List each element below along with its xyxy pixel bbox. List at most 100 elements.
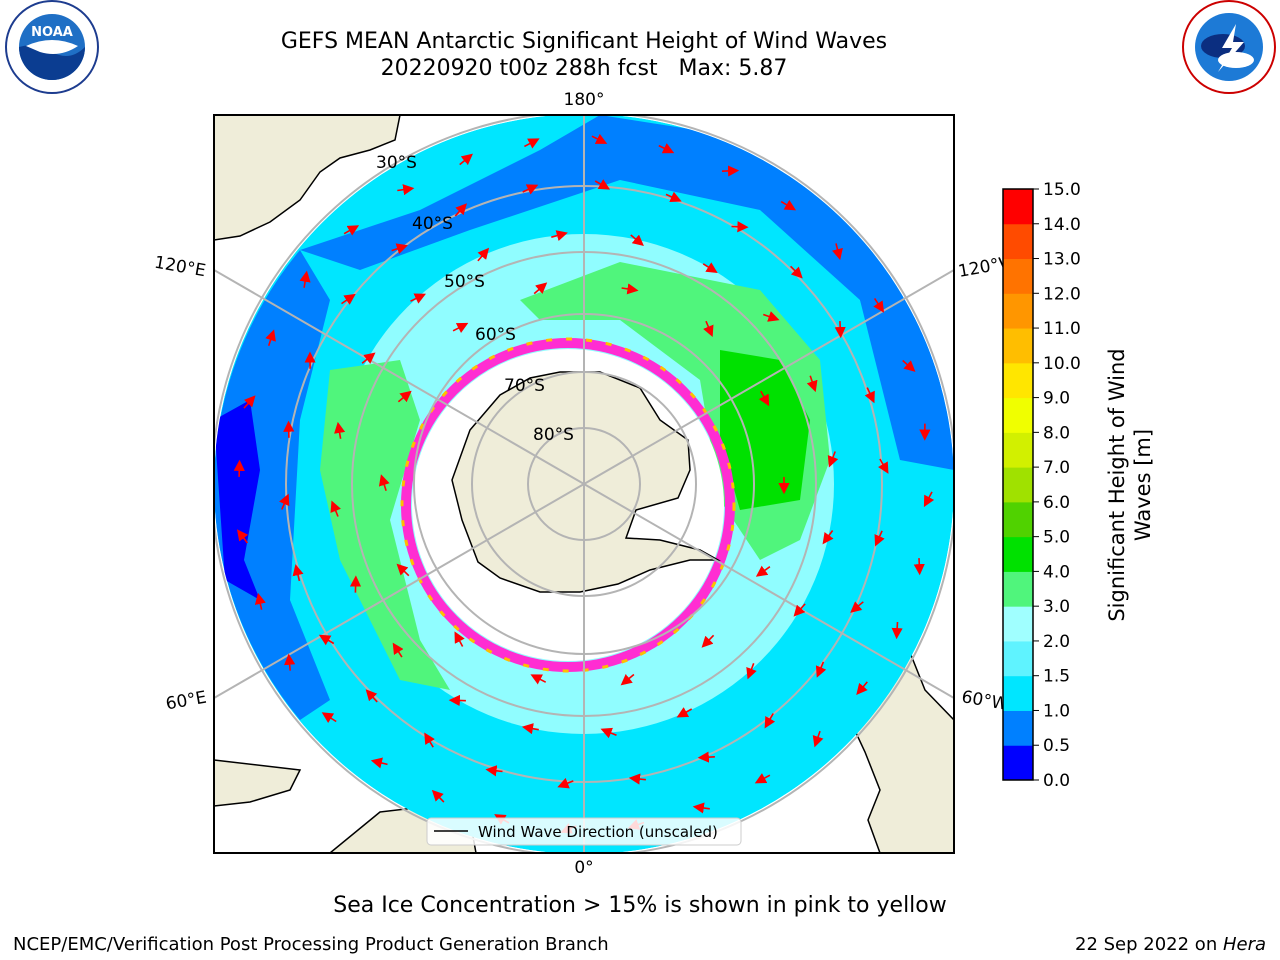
wave-direction-arrow: [330, 500, 341, 517]
colorbar-tick-label: 15.0: [1043, 180, 1081, 200]
lat-label-50s: 50°S: [444, 272, 485, 292]
wave-direction-arrow: [702, 262, 718, 274]
wave-direction-arrow: [878, 458, 889, 474]
colorbar-tick-label: 7.0: [1043, 458, 1070, 478]
map-frame: [213, 114, 955, 854]
wave-direction-arrow: [815, 661, 827, 678]
colorbar-tick-label: 4.0: [1043, 562, 1070, 582]
colorbar-tick-label: 3.0: [1043, 597, 1070, 617]
lat-label-70s: 70°S: [504, 376, 545, 396]
wave-direction-arrow: [832, 243, 843, 261]
colorbar-cell: [1003, 223, 1033, 260]
graticule: [214, 115, 954, 853]
colorbar-tick-label: 5.0: [1043, 528, 1070, 548]
wave-direction-arrow: [522, 184, 539, 195]
wave-direction-arrow: [850, 601, 864, 613]
wave-direction-arrow: [891, 621, 903, 640]
lat-label-30s: 30°S: [376, 153, 417, 173]
footer-date-text: 22 Sep 2022 on: [1075, 934, 1223, 955]
colorbar-cell: [1003, 675, 1033, 711]
wave-direction-arrow: [321, 712, 337, 724]
wave-direction-arrow: [454, 631, 465, 647]
colorbar-tick-label: 11.0: [1043, 319, 1081, 339]
colorbar-cell: [1003, 362, 1033, 399]
colorbar-cell: [1003, 467, 1033, 503]
wave-direction-arrow: [620, 673, 635, 686]
wave-direction-arrow: [343, 225, 360, 236]
noaa-logo-text: NOAA: [31, 25, 73, 40]
colorbar-tick-label: 10.0: [1043, 354, 1081, 374]
wave-direction-arrow: [361, 352, 376, 364]
colorbar-label-line2: Waves [m]: [1131, 429, 1155, 541]
wave-direction-arrow: [594, 179, 611, 190]
wave-direction-arrow: [874, 530, 885, 547]
wave-direction-arrow: [524, 138, 540, 149]
lon-label-60e: 60°E: [164, 688, 208, 715]
wave-direction-arrow: [397, 390, 412, 403]
colorbar-tick-label: 1.0: [1043, 701, 1070, 721]
colorbar-cell: [1003, 258, 1033, 294]
colorbar-cell: [1003, 397, 1033, 433]
wave-direction-arrow: [763, 311, 780, 322]
wave-direction-arrow: [452, 322, 469, 334]
wave-direction-arrow: [284, 653, 296, 671]
wave-direction-arrow: [459, 153, 473, 166]
wave-direction-arrow: [864, 387, 875, 404]
wave-direction-arrow: [923, 491, 935, 508]
wave-direction-arrow: [521, 723, 539, 735]
colorbar-label-line1: Significant Height of Wind: [1105, 348, 1129, 621]
wave-direction-arrow: [557, 777, 574, 789]
wave-direction-arrow: [365, 689, 378, 703]
colorbar-cell: [1003, 501, 1033, 538]
wave-direction-arrow: [600, 727, 617, 739]
wave-direction-arrow: [424, 732, 435, 748]
wave-direction-arrow: [243, 395, 256, 409]
wave-direction-arrow: [721, 165, 740, 177]
wave-direction-arrow: [477, 247, 490, 262]
wave-direction-arrow: [410, 293, 426, 304]
wave-direction-arrow: [533, 282, 548, 295]
map-subtitle: 20220920 t00z 288h fcst Max: 5.87: [381, 56, 788, 81]
colorbar-tick-label: 8.0: [1043, 423, 1070, 443]
wave-direction-arrow: [812, 730, 824, 748]
colorbar-tick-label: 2.0: [1043, 632, 1070, 652]
wave-direction-arrow: [701, 634, 715, 648]
lat-label-40s: 40°S: [412, 214, 453, 234]
wave-direction-arrow: [396, 563, 410, 577]
wave-direction-arrow: [834, 321, 846, 339]
wave-direction-arrow: [754, 773, 771, 784]
wave-direction-arrow: [692, 802, 710, 814]
map-panel[interactable]: 30°S 40°S 50°S 60°S 70°S 80°S 180° 0° 12…: [153, 90, 1018, 878]
wave-direction-arrow: [746, 663, 757, 680]
wave-direction-arrow: [856, 681, 868, 696]
wave-direction-arrow: [392, 642, 404, 658]
wave-direction-arrow: [378, 474, 390, 491]
wave-direction-arrow: [790, 265, 803, 279]
colorbar-cell: [1003, 710, 1033, 746]
colorbar-cell: [1003, 328, 1033, 364]
map-legend: Wind Wave Direction (unscaled): [426, 817, 742, 846]
colorbar-tick-label: 0.5: [1043, 736, 1070, 756]
colorbar-cell: [1003, 293, 1033, 329]
wave-direction-arrow: [397, 184, 415, 196]
latitude-labels: 30°S 40°S 50°S 60°S 70°S 80°S: [376, 153, 574, 445]
wave-direction-arrow: [902, 359, 916, 372]
map-title: GEFS MEAN Antarctic Significant Height o…: [281, 29, 887, 54]
wave-direction-arrow: [628, 773, 646, 785]
wave-direction-arrow: [731, 221, 749, 233]
colorbar: 0.0 0.5 1.0 1.5 2.0 3.0 4.0 5.0 6.0 7.0 8.0 9.0 10.0…: [1002, 180, 1155, 791]
wave-direction-arrow: [334, 421, 346, 439]
wave-direction-arrow: [454, 203, 467, 217]
wave-direction-arrow: [764, 713, 776, 729]
legend-label: Wind Wave Direction (unscaled): [478, 823, 718, 841]
colorbar-cell: [1003, 745, 1033, 781]
wave-direction-arrow: [431, 789, 445, 803]
wave-direction-arrow: [658, 143, 675, 154]
wave-direction-arrow: [873, 297, 885, 313]
wave-direction-arrow: [665, 191, 682, 202]
lat-label-60s: 60°S: [475, 325, 516, 345]
lat-label-80s: 80°S: [533, 425, 574, 445]
wave-direction-arrow: [341, 293, 356, 305]
colorbar-tick-label: 14.0: [1043, 215, 1081, 235]
footer-credit: NCEP/EMC/Verification Post Processing Pr…: [13, 934, 609, 955]
